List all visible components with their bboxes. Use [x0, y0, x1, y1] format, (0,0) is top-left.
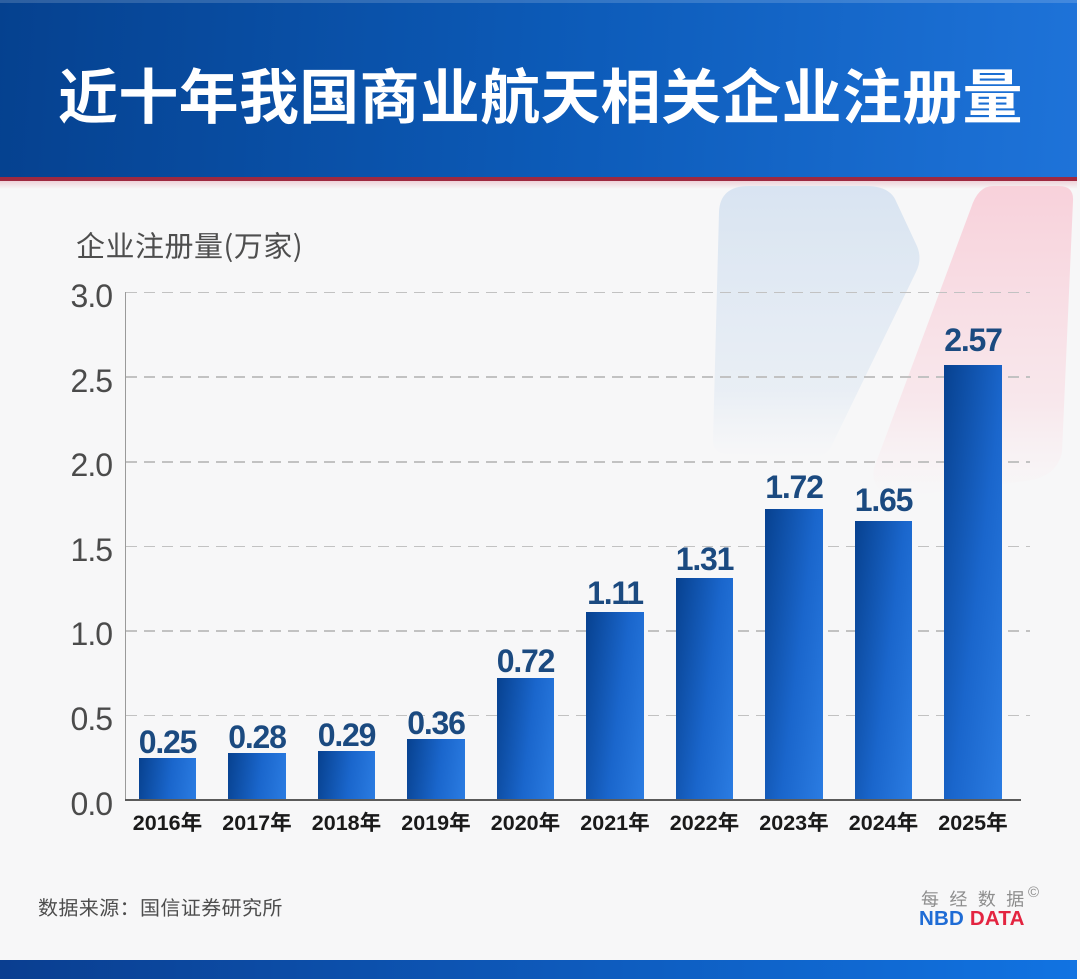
svg-text:2017: 2017: [222, 811, 270, 835]
svg-text:2021: 2021: [580, 811, 628, 835]
svg-text:2025: 2025: [938, 811, 986, 835]
svg-text:2019: 2019: [401, 811, 449, 835]
svg-text:2023: 2023: [759, 811, 807, 835]
svg-text:2018: 2018: [312, 811, 360, 835]
svg-text:2016: 2016: [133, 811, 181, 835]
svg-text:2022: 2022: [670, 811, 718, 835]
svg-text:©: ©: [1028, 884, 1039, 901]
svg-text:2020: 2020: [491, 811, 539, 835]
svg-text:2024: 2024: [849, 811, 897, 835]
